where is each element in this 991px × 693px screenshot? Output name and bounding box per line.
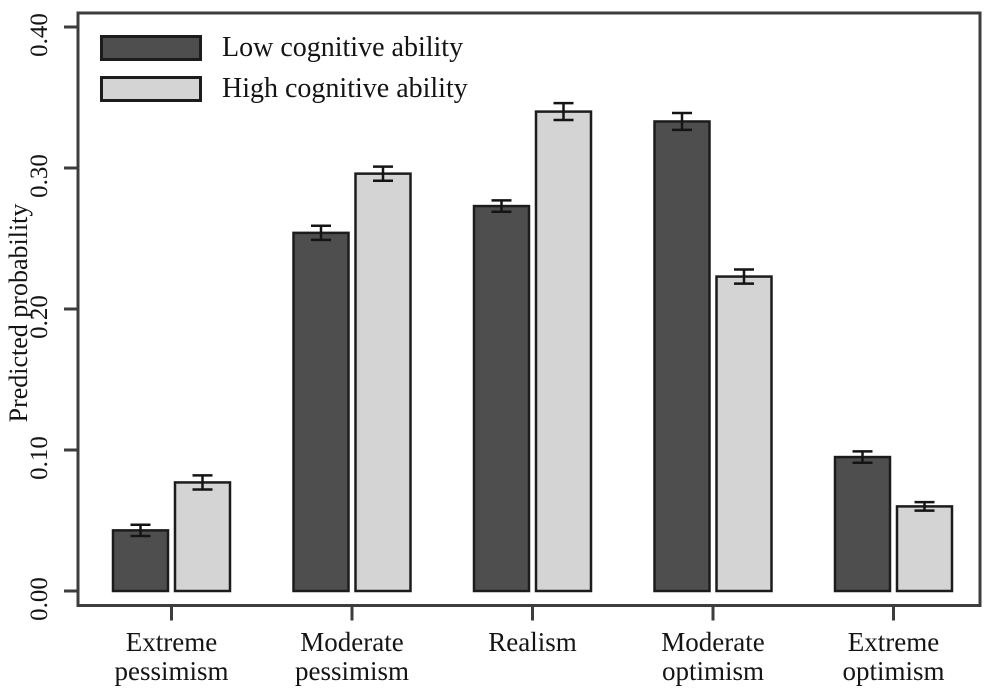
- x-category-label: Extreme pessimism: [114, 627, 228, 686]
- x-category-label: Extreme optimism: [842, 627, 944, 686]
- legend-swatch-high-icon: [100, 76, 202, 102]
- bar-low-cognitive: [292, 231, 350, 593]
- x-category-label: Moderate optimism: [661, 627, 764, 686]
- bar-low-cognitive: [111, 529, 170, 593]
- y-tick-label: 0.40: [26, 13, 53, 57]
- bar-low-cognitive: [833, 455, 892, 593]
- bar-high-cognitive: [895, 505, 954, 593]
- bar-high-cognitive: [354, 172, 412, 593]
- bar-high-cognitive: [534, 110, 593, 593]
- y-tick-label: 0.10: [26, 436, 53, 480]
- x-category-label: Realism: [488, 627, 577, 657]
- legend-entry-low: Low cognitive ability: [100, 34, 468, 62]
- x-category-label: Moderate pessimism: [295, 627, 409, 686]
- bar-low-cognitive: [472, 204, 531, 593]
- y-tick-label: 0.30: [26, 154, 53, 198]
- legend-entry-high: High cognitive ability: [100, 75, 468, 103]
- bar-high-cognitive: [173, 481, 232, 593]
- legend-label-low: Low cognitive ability: [222, 32, 464, 63]
- legend: Low cognitive ability High cognitive abi…: [100, 34, 468, 103]
- bar-low-cognitive: [653, 120, 711, 593]
- plot-frame: [76, 11, 982, 607]
- y-tick-label: 0.20: [26, 295, 53, 339]
- legend-label-high: High cognitive ability: [222, 73, 468, 104]
- bar-high-cognitive: [715, 275, 773, 593]
- legend-swatch-low-icon: [100, 35, 202, 61]
- y-axis-title: Predicted probability: [4, 204, 33, 423]
- y-tick-label: 0.00: [26, 577, 53, 621]
